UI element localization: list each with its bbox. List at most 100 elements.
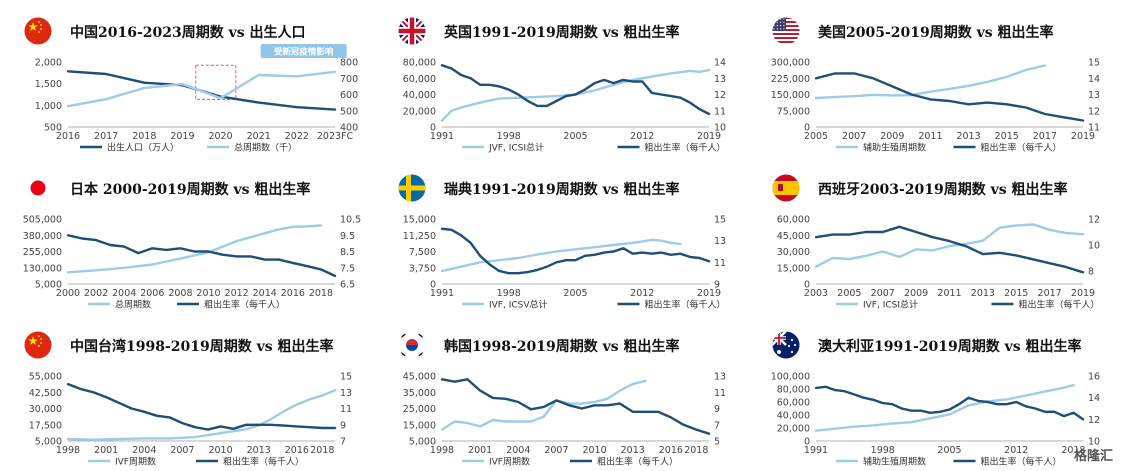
x-tick-label: 2016 xyxy=(285,445,309,454)
china-flag-icon xyxy=(24,331,52,359)
x-tick-label: 2019 xyxy=(1071,131,1095,140)
x-tick-label: 2012 xyxy=(630,131,654,140)
y-right-tick-label: 7.5 xyxy=(340,263,355,274)
line-chart: 0 20,000 40,000 60,000 80,000 100,000 10 12 14 16… xyxy=(771,372,1100,455)
line-chart: 5,000 15,000 25,000 35,000 45,000 5 7 9 11 13 1998… xyxy=(403,372,726,455)
chart-legend: IVF周期数 粗出生率（每千人） xyxy=(88,456,304,468)
series-line-light xyxy=(814,64,1047,100)
y-left-tick-label: 40,000 xyxy=(777,411,810,422)
us-flag-icon xyxy=(772,17,800,45)
x-tick-label: 2004 xyxy=(112,288,136,297)
y-right-tick-label: 14 xyxy=(1088,74,1100,85)
y-left-tick-label: 2,000 xyxy=(35,58,62,69)
y-left-tick-label: 7,500 xyxy=(409,247,436,258)
y-right-tick-label: 400 xyxy=(340,123,358,134)
x-tick-label: 2010 xyxy=(208,445,232,454)
spain-flag-icon xyxy=(772,174,800,202)
series-line-light xyxy=(66,224,323,274)
chart-panel-us: 美国2005-2019周期数 vs 粗出生率 0 75,000 150,000 225,… xyxy=(748,0,1121,157)
legend-label: JVF, ICSI总计 xyxy=(488,142,544,154)
series-line-light xyxy=(440,238,682,273)
china-flag-icon xyxy=(24,17,52,45)
line-chart: 0 20,000 40,000 60,000 80,000 10 11 12 13 14 1991 1… xyxy=(403,58,726,141)
x-tick-label: 2015 xyxy=(1004,288,1028,297)
y-right-tick-label: 7 xyxy=(340,437,346,448)
chart-panel-japan: 日本 2000-2019周期数 vs 粗出生率 5,000 130,000 255,0… xyxy=(0,157,373,314)
y-left-tick-label: 60,000 xyxy=(777,398,810,409)
x-tick-label: 2019 xyxy=(1071,288,1095,297)
y-left-tick-label: 42,500 xyxy=(29,388,62,399)
y-right-tick-label: 12 xyxy=(1088,106,1100,117)
x-tick-label: 2020 xyxy=(208,131,232,140)
chart-panel-spain: 西班牙2003-2019周期数 vs 粗出生率 0 15,000 30,000 45,0… xyxy=(748,157,1121,314)
x-tick-label: 2022 xyxy=(285,131,309,140)
y-left-tick-label: 45,000 xyxy=(403,372,436,383)
x-tick-label: 2004 xyxy=(506,445,530,454)
x-tick-label: 2007 xyxy=(170,445,194,454)
chart-panel-taiwan: 中国台湾1998-2019周期数 vs 粗出生率 5,000 17,500 30,00… xyxy=(0,314,373,471)
series-line-light xyxy=(814,223,1085,268)
y-right-tick-label: 10 xyxy=(1088,437,1100,448)
x-tick-label: 2018 xyxy=(132,131,156,140)
legend-label: 辅助生殖周期数 xyxy=(863,456,926,468)
sweden-flag-icon xyxy=(398,174,426,202)
y-right-tick-label: 13 xyxy=(714,236,726,247)
y-right-tick-label: 13 xyxy=(714,74,726,85)
annotation-box xyxy=(195,64,237,100)
y-left-tick-label: 130,000 xyxy=(23,263,62,274)
y-right-tick-label: 14 xyxy=(714,58,726,69)
chart-title: 中国台湾1998-2019周期数 vs 粗出生率 xyxy=(70,339,334,355)
x-tick-label: 2017 xyxy=(94,131,118,140)
x-tick-label: 2004 xyxy=(132,445,156,454)
line-chart: 500 1,000 1,500 2,000 400 500 600 700 800 2016 201… xyxy=(35,44,358,140)
series-line-dark xyxy=(66,234,337,278)
uk-flag-icon xyxy=(398,17,426,45)
y-left-tick-label: 55,000 xyxy=(29,372,62,383)
legend-label: 粗出生率（每千人） xyxy=(597,456,678,468)
korea-flag-icon xyxy=(398,331,426,359)
x-tick-label: 1991 xyxy=(804,445,828,454)
legend-label: 粗出生率（每千人） xyxy=(223,456,304,468)
x-tick-label: 2003 xyxy=(804,288,828,297)
y-left-tick-label: 0 xyxy=(804,123,810,134)
legend-label: 粗出生率（每千人） xyxy=(981,142,1062,154)
series-line-light xyxy=(66,70,337,108)
x-tick-label: 2012 xyxy=(630,288,654,297)
line-chart: 0 15,000 30,000 45,000 60,000 8 10 12 2003 2005 20… xyxy=(777,215,1100,298)
x-tick-label: 2010 xyxy=(196,288,220,297)
line-chart: 0 3,750 7,500 11,250 15,000 9 11 13 15 1991 1998 20… xyxy=(403,215,726,298)
y-left-tick-label: 100,000 xyxy=(771,372,810,383)
y-right-tick-label: 15 xyxy=(714,215,726,226)
y-left-tick-label: 17,500 xyxy=(29,420,62,431)
y-right-tick-label: 8.5 xyxy=(340,247,355,258)
x-tick-label: 1998 xyxy=(430,445,454,454)
x-tick-label: 2007 xyxy=(871,288,895,297)
y-left-tick-label: 0 xyxy=(804,280,810,291)
series-line-light xyxy=(440,379,647,431)
x-tick-label: 2007 xyxy=(544,445,568,454)
chart-legend: 总周期数 粗出生率（每千人） xyxy=(88,299,285,311)
x-tick-label: 2011 xyxy=(918,131,942,140)
x-tick-label: 2016 xyxy=(281,288,305,297)
x-tick-label: 2002 xyxy=(84,288,108,297)
chart-title: 英国1991-2019周期数 vs 粗出生率 xyxy=(444,25,680,41)
y-right-tick-label: 11 xyxy=(714,388,726,399)
y-right-tick-label: 12 xyxy=(1088,215,1100,226)
y-left-tick-label: 150,000 xyxy=(771,90,810,101)
legend-label: 总周期数 xyxy=(115,299,151,311)
y-left-tick-label: 30,000 xyxy=(29,404,62,415)
y-right-tick-label: 800 xyxy=(340,58,358,69)
y-right-tick-label: 6.5 xyxy=(340,280,355,291)
chart-title: 瑞典1991-2019周期数 vs 粗出生率 xyxy=(444,182,680,198)
legend-label: 总周期数（千） xyxy=(234,142,297,154)
chart-legend: JVF, ICSI总计 粗出生率（每千人） xyxy=(462,142,726,154)
series-line-dark xyxy=(440,227,711,275)
x-tick-label: 2013 xyxy=(621,445,645,454)
y-left-tick-label: 1,500 xyxy=(35,79,62,90)
y-left-tick-label: 5,000 xyxy=(35,437,62,448)
line-chart: 0 75,000 150,000 225,000 300,000 11 12 13 14 15 20… xyxy=(771,58,1100,141)
line-chart: 5,000 130,000 255,000 380,000 505,000 6.5 7.5 8… xyxy=(23,215,361,298)
x-tick-label: 2023FC xyxy=(317,131,354,140)
y-right-tick-label: 10 xyxy=(714,123,726,134)
chart-legend: 出生人口（万人） 总周期数（千） xyxy=(80,142,297,154)
